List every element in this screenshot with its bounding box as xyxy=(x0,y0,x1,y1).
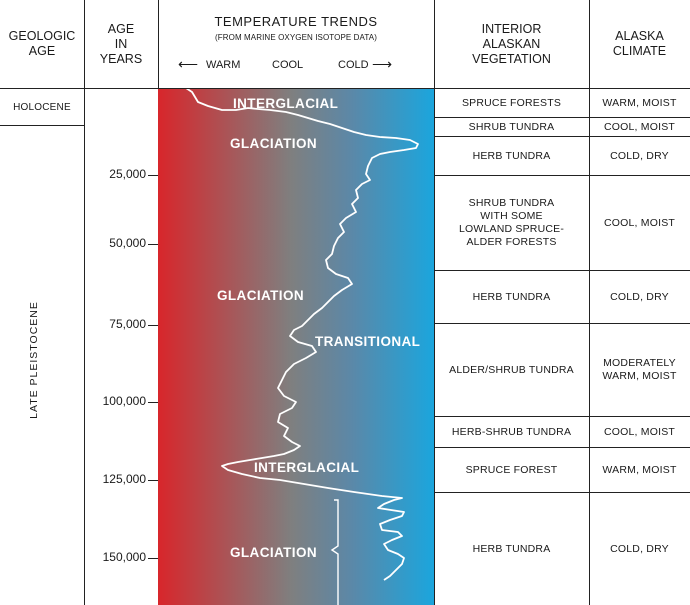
age-tick-group: 50,000 xyxy=(84,236,158,252)
header-geologic-age-line: AGE xyxy=(28,44,56,58)
temperature-title: TEMPERATURE TRENDS xyxy=(214,14,378,29)
column-divider xyxy=(84,0,85,605)
header-climate-line: CLIMATE xyxy=(612,44,667,58)
age-tick-mark xyxy=(148,175,158,176)
climate-cell-line: WARM, MOIST xyxy=(602,370,677,382)
climate-cell: COLD, DRY xyxy=(610,542,669,555)
age-tick-label: 100,000 xyxy=(102,394,146,408)
column-divider xyxy=(589,0,590,605)
age-tick-mark xyxy=(148,402,158,403)
column-divider xyxy=(158,0,159,88)
header-climate: ALASKA CLIMATE xyxy=(589,0,690,88)
row-divider xyxy=(434,136,690,137)
cold-arrow-icon: ⟶ xyxy=(372,56,393,72)
row-divider xyxy=(434,175,690,176)
vegetation-cell: HERB TUNDRA xyxy=(472,542,551,555)
vegetation-cell: SHRUB TUNDRA WITH SOME LOWLAND SPRUCE- A… xyxy=(434,176,589,270)
band-interglacial-top: INTERGLACIAL xyxy=(233,96,339,111)
age-tick-mark xyxy=(148,480,158,481)
band-glaciation-1: GLACIATION xyxy=(230,136,317,151)
header-age: AGE IN YEARS xyxy=(84,0,158,88)
age-tick-group: 75,000 xyxy=(84,317,158,333)
vegetation-cell-line: SHRUB TUNDRA xyxy=(468,197,555,209)
temperature-curve xyxy=(185,88,419,581)
climate-cell: WARM, MOIST xyxy=(602,96,677,109)
band-transitional: TRANSITIONAL xyxy=(315,334,421,349)
row-divider xyxy=(434,492,690,493)
band-glaciation-2: GLACIATION xyxy=(217,288,304,303)
climate-cell-line: MODERATELY xyxy=(603,357,676,369)
header-divider xyxy=(0,88,690,89)
vegetation-cell-line: ALDER FORESTS xyxy=(466,236,557,248)
age-tick-label: 125,000 xyxy=(102,472,146,486)
header-vegetation: INTERIOR ALASKAN VEGETATION xyxy=(434,0,589,88)
age-tick-group: 125,000 xyxy=(84,472,158,488)
age-tick-group: 150,000 xyxy=(84,550,158,566)
cool-label: COOL xyxy=(272,59,304,71)
geologic-age-holocene: HOLOCENE xyxy=(13,101,71,113)
geologic-age-late-pleistocene: LATE PLEISTOCENE xyxy=(28,301,40,419)
age-tick-mark xyxy=(148,325,158,326)
temperature-panel xyxy=(158,88,435,605)
climate-cell: COLD, DRY xyxy=(610,290,669,303)
header-age-line: IN xyxy=(114,36,128,51)
vegetation-cell: ALDER/SHRUB TUNDRA xyxy=(449,363,574,376)
vegetation-cell-line: WITH SOME xyxy=(480,210,543,222)
temperature-gradient xyxy=(158,88,435,605)
header-geologic-age: GEOLOGIC AGE xyxy=(0,0,84,88)
climate-cell: WARM, MOIST xyxy=(602,463,677,476)
header-vegetation-line: VEGETATION xyxy=(472,51,551,66)
age-tick-group: 25,000 xyxy=(84,167,158,183)
vegetation-cell: SPRUCE FORESTS xyxy=(461,96,562,109)
climate-cell: MODERATELY WARM, MOIST xyxy=(589,324,690,416)
warm-label: WARM xyxy=(206,59,241,71)
column-divider xyxy=(434,0,435,605)
row-divider xyxy=(434,447,690,448)
header-temperature: TEMPERATURE TRENDS (FROM MARINE OXYGEN I… xyxy=(158,0,434,88)
age-tick-label: 150,000 xyxy=(102,550,146,564)
row-divider xyxy=(434,323,690,324)
header-vegetation-line: INTERIOR xyxy=(481,21,542,36)
vegetation-cell: SPRUCE FOREST xyxy=(465,463,558,476)
vegetation-cell: HERB TUNDRA xyxy=(472,290,551,303)
cold-label: COLD xyxy=(338,59,369,71)
header-age-line: AGE xyxy=(107,21,135,36)
vegetation-cell-line: LOWLAND SPRUCE- xyxy=(458,223,565,235)
vegetation-cell: HERB-SHRUB TUNDRA xyxy=(451,425,572,438)
glaciation-bracket xyxy=(330,499,339,605)
header-age-line: YEARS xyxy=(99,51,143,66)
climate-cell: COOL, MOIST xyxy=(603,425,676,438)
header-vegetation-line: ALASKAN xyxy=(482,36,541,51)
age-axis: 25,000 50,000 75,000 100,000 125,000 150… xyxy=(84,88,158,605)
row-divider xyxy=(434,416,690,417)
age-tick-label: 50,000 xyxy=(109,236,146,250)
holocene-divider xyxy=(0,125,84,126)
age-tick-mark xyxy=(148,244,158,245)
band-glaciation-3: GLACIATION xyxy=(230,545,317,560)
climate-cell: COOL, MOIST xyxy=(603,216,676,229)
header-geologic-age-line: GEOLOGIC xyxy=(8,29,76,43)
row-divider xyxy=(434,117,690,118)
temperature-subtitle: (FROM MARINE OXYGEN ISOTOPE DATA) xyxy=(215,33,377,42)
climate-cell: COOL, MOIST xyxy=(603,120,676,133)
vegetation-cell: SHRUB TUNDRA xyxy=(468,120,555,133)
row-divider xyxy=(434,270,690,271)
header-climate-line: ALASKA xyxy=(615,29,664,43)
warm-arrow-icon: ⟵ xyxy=(178,56,199,72)
age-tick-mark xyxy=(148,558,158,559)
vegetation-cell: HERB TUNDRA xyxy=(472,149,551,162)
climate-cell: COLD, DRY xyxy=(610,149,669,162)
age-tick-label: 75,000 xyxy=(109,317,146,331)
age-tick-group: 100,000 xyxy=(84,394,158,410)
band-interglacial-mid: INTERGLACIAL xyxy=(254,460,360,475)
age-tick-label: 25,000 xyxy=(109,167,146,181)
